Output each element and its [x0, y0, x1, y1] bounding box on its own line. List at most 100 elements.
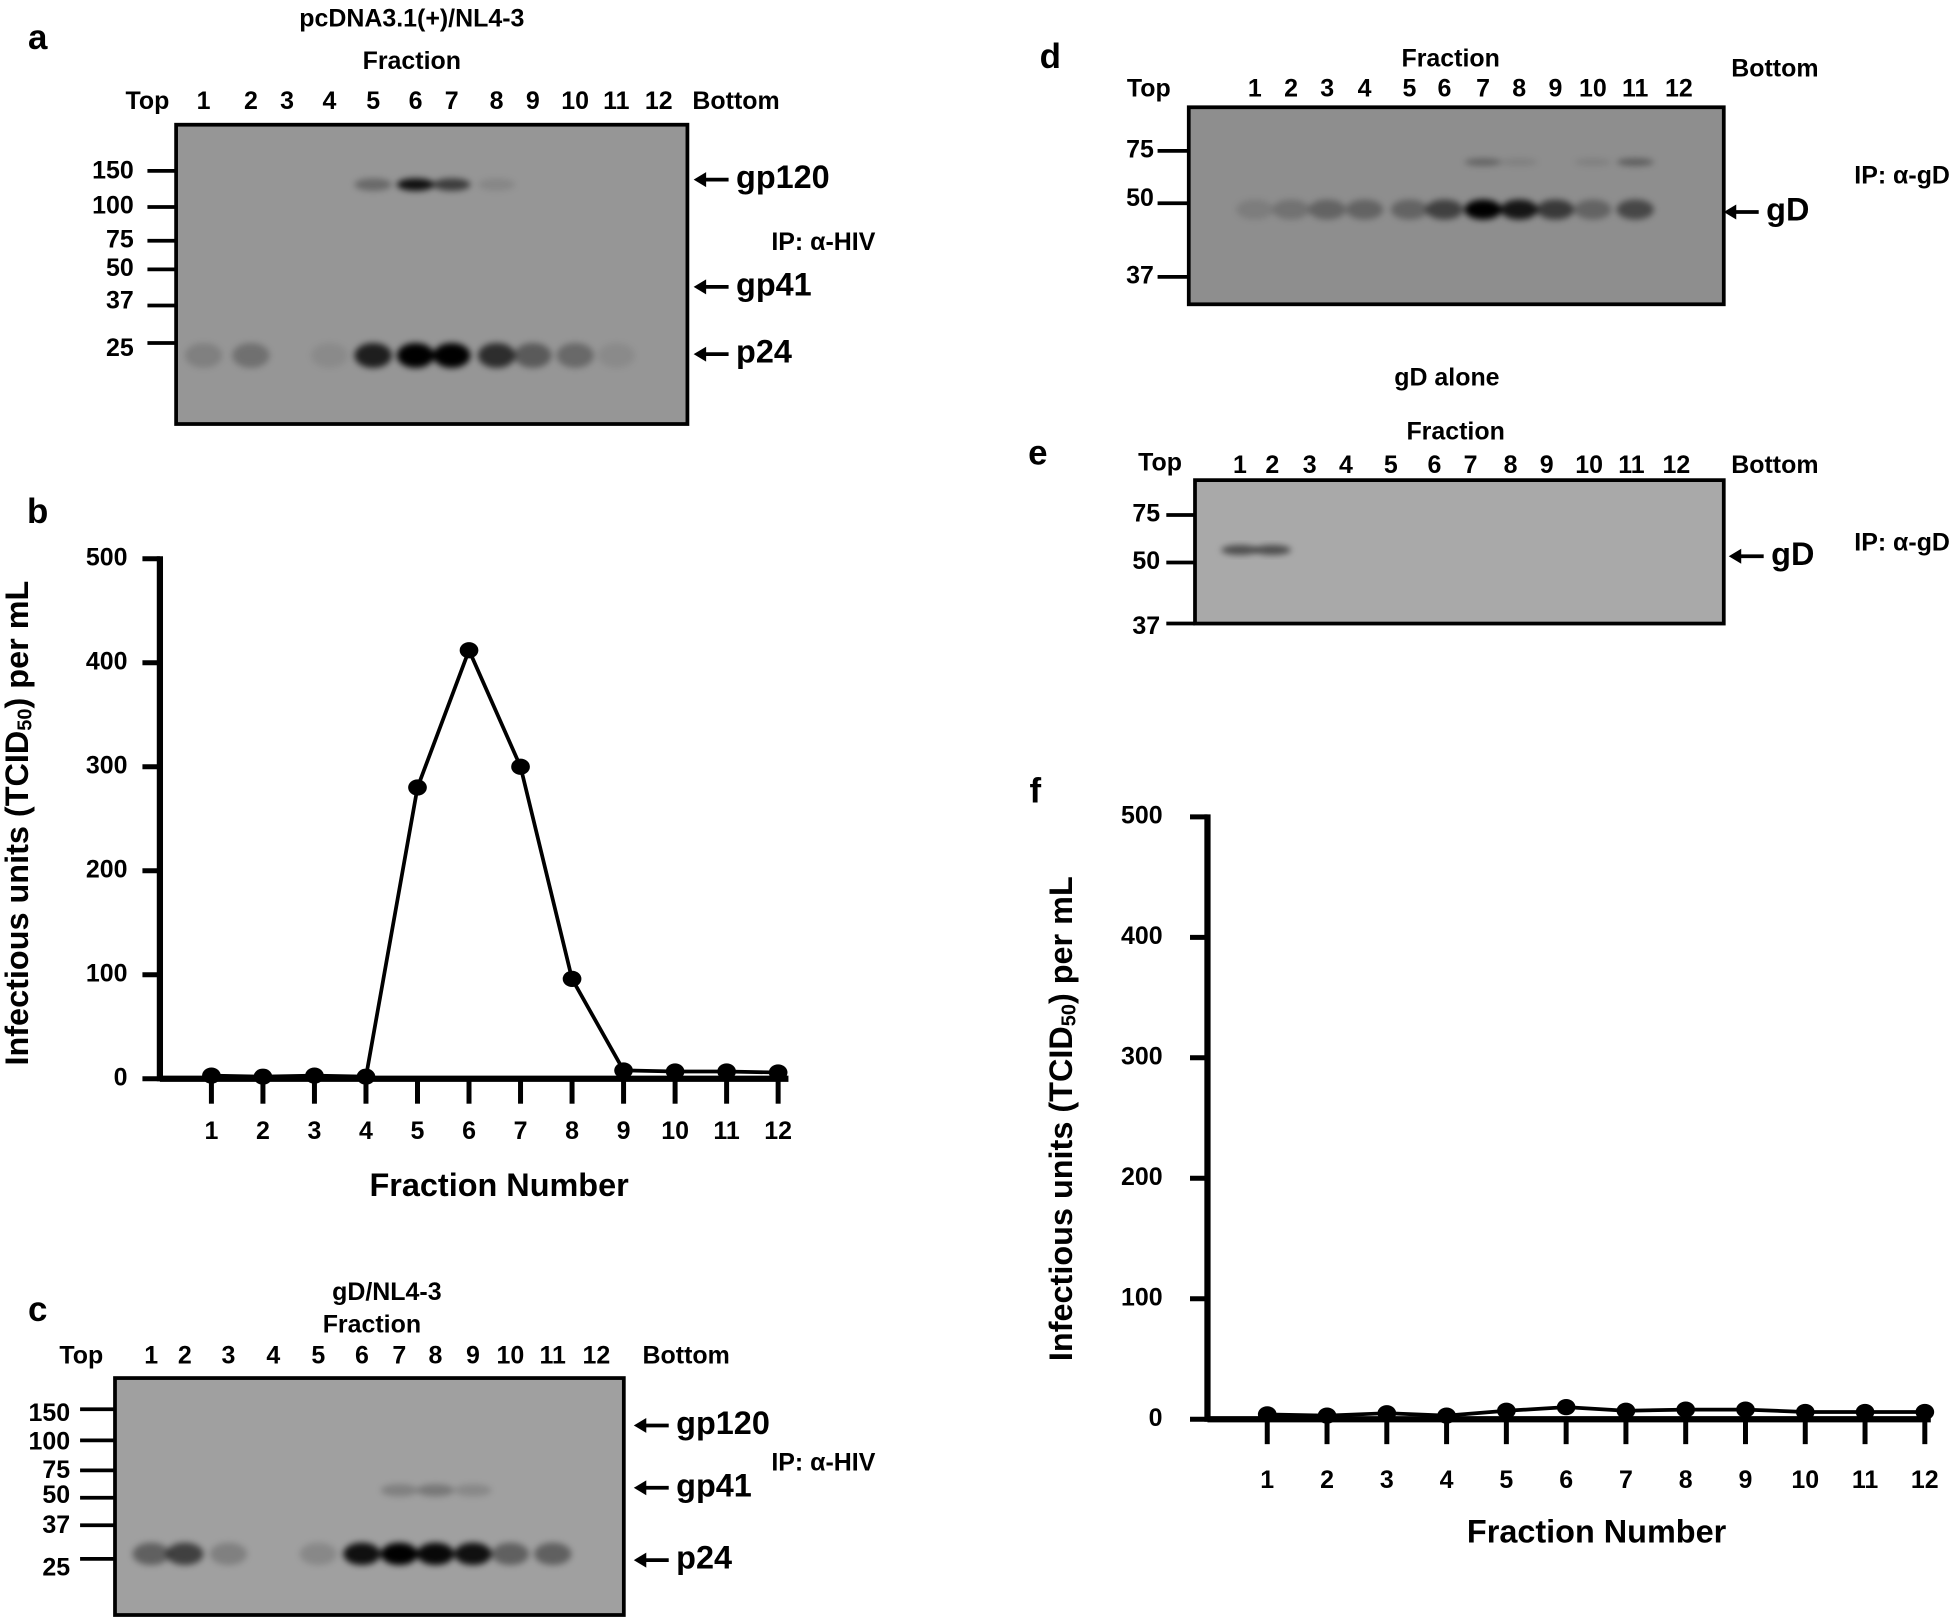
x-tick-label: 12: [764, 1117, 792, 1145]
lane-label: 4: [323, 87, 337, 115]
band: [1536, 199, 1575, 220]
lane-label: 5: [1403, 74, 1417, 102]
marker-label: 150: [92, 157, 134, 185]
ip-label: IP: α-gD: [1854, 528, 1950, 556]
bands: [132, 1484, 572, 1566]
arrow-head: [693, 346, 707, 362]
panel-label: c: [28, 1290, 47, 1329]
band: [1308, 199, 1346, 220]
panel-label: e: [1028, 433, 1047, 472]
lane-label: 11: [1622, 74, 1648, 102]
band: [556, 342, 594, 368]
x-tick-label: 11: [713, 1117, 739, 1145]
marker-label: 50: [42, 1481, 70, 1509]
panel-label: d: [1040, 37, 1061, 76]
bottom-label: Bottom: [643, 1341, 730, 1369]
band: [433, 342, 471, 368]
band: [396, 178, 435, 191]
lane-label: 5: [1384, 451, 1398, 479]
data-point: [356, 1068, 376, 1085]
data-point: [1676, 1401, 1696, 1418]
bottom-label: Bottom: [1731, 451, 1818, 479]
lane-label: 6: [1437, 74, 1451, 102]
blot-title: pcDNA3.1(+)/NL4-3: [299, 5, 524, 33]
band: [1236, 199, 1274, 220]
data-point: [1736, 1401, 1755, 1418]
band: [132, 1542, 170, 1566]
arrow-head: [693, 172, 707, 188]
y-axis-title-part: ) per mL: [0, 581, 35, 709]
lane-label: 4: [266, 1341, 280, 1369]
data-point: [253, 1068, 273, 1085]
x-tick-label: 5: [1499, 1466, 1513, 1494]
top-label: Top: [125, 87, 169, 115]
lane-label: 4: [1358, 74, 1372, 102]
lane-label: 3: [280, 87, 294, 115]
data-point: [1795, 1403, 1815, 1421]
band: [491, 1542, 530, 1566]
blot-membrane: [174, 122, 690, 426]
data-point: [459, 642, 479, 659]
data-point: [1855, 1403, 1875, 1421]
bands: [1221, 544, 1292, 555]
lane-label: 8: [429, 1341, 443, 1369]
lane-label: 7: [1476, 74, 1490, 102]
top-label: Top: [59, 1341, 103, 1369]
band: [1221, 544, 1259, 555]
data-point: [562, 970, 582, 988]
band: [454, 1484, 492, 1497]
x-tick-label: 2: [256, 1117, 270, 1145]
band: [416, 1542, 455, 1566]
blot-membrane: [113, 1376, 626, 1617]
band-label: gD: [1766, 192, 1809, 228]
marker-label: 75: [42, 1456, 70, 1484]
x-tick-label: 6: [1559, 1466, 1573, 1494]
lane-label: 9: [1540, 451, 1554, 479]
marker-label: 75: [1126, 135, 1154, 163]
band: [477, 342, 516, 368]
lane-label: 2: [1284, 74, 1298, 102]
band: [433, 178, 471, 191]
lane-label: 2: [244, 87, 258, 115]
y-tick-label: 0: [114, 1063, 128, 1091]
band: [1345, 199, 1384, 220]
x-tick-label: 3: [1380, 1466, 1394, 1494]
band: [534, 1542, 572, 1566]
marker-label: 150: [28, 1399, 70, 1427]
lane-label: 12: [583, 1341, 611, 1369]
data-point: [1497, 1402, 1516, 1419]
x-axis-title: Fraction Number: [369, 1167, 629, 1203]
band: [1272, 199, 1310, 220]
lane-label: 10: [561, 87, 589, 115]
lane-label: 10: [496, 1341, 524, 1369]
data-point: [305, 1067, 324, 1084]
bands: [1236, 158, 1654, 220]
marker-label: 50: [1132, 547, 1160, 575]
band: [1500, 158, 1538, 166]
ip-label: IP: α-HIV: [771, 1449, 875, 1477]
x-tick-label: 4: [1440, 1466, 1454, 1494]
y-axis-title-part: ) per mL: [1042, 876, 1078, 1004]
fraction-label: Fraction: [323, 1310, 421, 1338]
fraction-label: Fraction: [1401, 44, 1499, 72]
lane-label: 1: [1233, 451, 1247, 479]
x-tick-label: 3: [308, 1117, 322, 1145]
band: [209, 1542, 248, 1566]
data-point: [408, 779, 427, 796]
x-tick-label: 10: [661, 1117, 689, 1145]
panel-label: b: [27, 492, 48, 531]
x-tick-label: 7: [514, 1117, 528, 1145]
x-tick-label: 6: [462, 1117, 476, 1145]
data-point: [717, 1063, 736, 1080]
band: [299, 1542, 337, 1566]
y-tick-label: 400: [1121, 922, 1163, 950]
marker-label: 50: [106, 254, 134, 282]
y-tick-label: 400: [86, 647, 128, 675]
band: [1500, 199, 1538, 220]
data-point: [1556, 1399, 1576, 1416]
band: [380, 1542, 419, 1566]
marker-label: 75: [1132, 500, 1160, 528]
lane-label: 9: [466, 1341, 480, 1369]
panel-label: f: [1030, 771, 1042, 810]
band-label: p24: [676, 1540, 732, 1576]
